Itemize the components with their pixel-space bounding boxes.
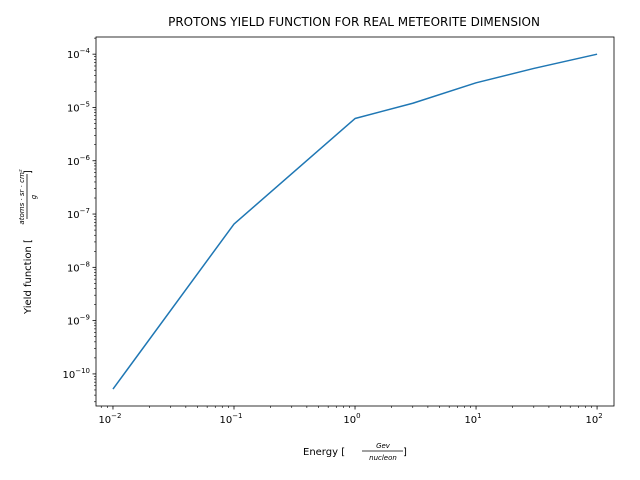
y-axis-ticks: 10−10 10−9 10−8 10−7 10−6 10−5 10−4: [62, 47, 96, 381]
y-axis-label-denominator: g: [30, 194, 38, 199]
x-tick-label: 10−2: [98, 412, 121, 426]
y-axis-label-suffix: ]: [23, 170, 34, 174]
series-layer: [112, 53, 598, 390]
x-tick-label: 100: [343, 412, 360, 426]
y-tick-label: 10−6: [67, 154, 91, 168]
x-axis-label-prefix: Energy [: [303, 447, 345, 458]
x-tick-label: 101: [464, 412, 481, 426]
y-tick-label: 10−9: [67, 314, 90, 328]
y-tick-label: 10−10: [62, 367, 90, 381]
y-tick-label: 10−5: [67, 100, 90, 114]
y-axis-label-prefix: Yield function [: [23, 239, 34, 315]
y-tick-label: 10−4: [67, 47, 91, 61]
x-axis-ticks: 10−2 10−1 100 101 102: [98, 406, 603, 426]
series-line: [112, 53, 598, 390]
x-axis-label: Energy [ Gev nucleon ]: [303, 442, 407, 462]
x-tick-label: 102: [585, 412, 602, 426]
y-tick-label: 10−8: [67, 260, 90, 274]
minor-ticks: [94, 37, 592, 408]
chart-title: PROTONS YIELD FUNCTION FOR REAL METEORIT…: [168, 15, 540, 29]
x-axis-label-suffix: ]: [403, 447, 407, 458]
x-tick-label: 10−1: [219, 412, 242, 426]
y-axis-label-numerator: atoms · sr · cm²: [18, 169, 26, 224]
x-axis-label-numerator: Gev: [376, 442, 391, 450]
x-axis-label-denominator: nucleon: [369, 454, 397, 462]
y-axis-label: Yield function [ atoms · sr · cm² g ]: [18, 169, 38, 315]
y-tick-label: 10−7: [67, 207, 90, 221]
